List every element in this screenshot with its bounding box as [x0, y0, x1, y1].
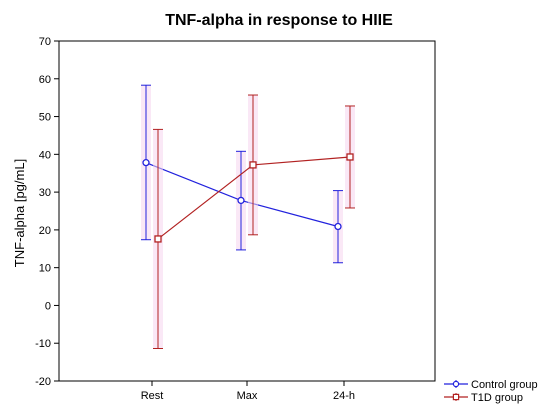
plot-frame: [58, 40, 436, 382]
x-axis: Rest Max 24-h: [141, 381, 355, 402]
y-axis-label: TNF-alpha [pg/mL]: [12, 159, 27, 267]
y-tick-label: 0: [45, 300, 51, 312]
data-point: [142, 158, 150, 167]
x-tick-label: Rest: [141, 390, 164, 402]
y-tick-label: 50: [39, 112, 51, 124]
legend-label: Control group: [471, 379, 538, 391]
data-point: [154, 235, 162, 243]
series-1: [153, 94, 355, 350]
legend-label: T1D group: [471, 392, 523, 404]
x-tick-label: Max: [237, 390, 258, 402]
x-tick-label: 24-h: [333, 390, 355, 402]
y-tick-label: 40: [39, 149, 51, 161]
y-axis: -20 -10 0 10 20 30 40 50 60 70: [35, 36, 59, 388]
chart-title: TNF-alpha in response to HIIE: [165, 12, 393, 29]
series-0: [141, 84, 343, 264]
y-tick-label: 30: [39, 187, 51, 199]
y-tick-label: -20: [35, 376, 51, 388]
y-tick-label: 20: [39, 225, 51, 237]
data-point: [334, 222, 342, 231]
legend-marker: [452, 393, 460, 401]
data-point: [249, 161, 257, 169]
y-tick-label: 10: [39, 263, 51, 275]
y-tick-label: -10: [35, 338, 51, 350]
series-layer: [141, 84, 355, 350]
legend-marker: [452, 380, 460, 388]
data-point: [346, 153, 354, 161]
y-tick-label: 60: [39, 74, 51, 86]
y-tick-label: 70: [39, 36, 51, 48]
data-point: [237, 196, 245, 205]
